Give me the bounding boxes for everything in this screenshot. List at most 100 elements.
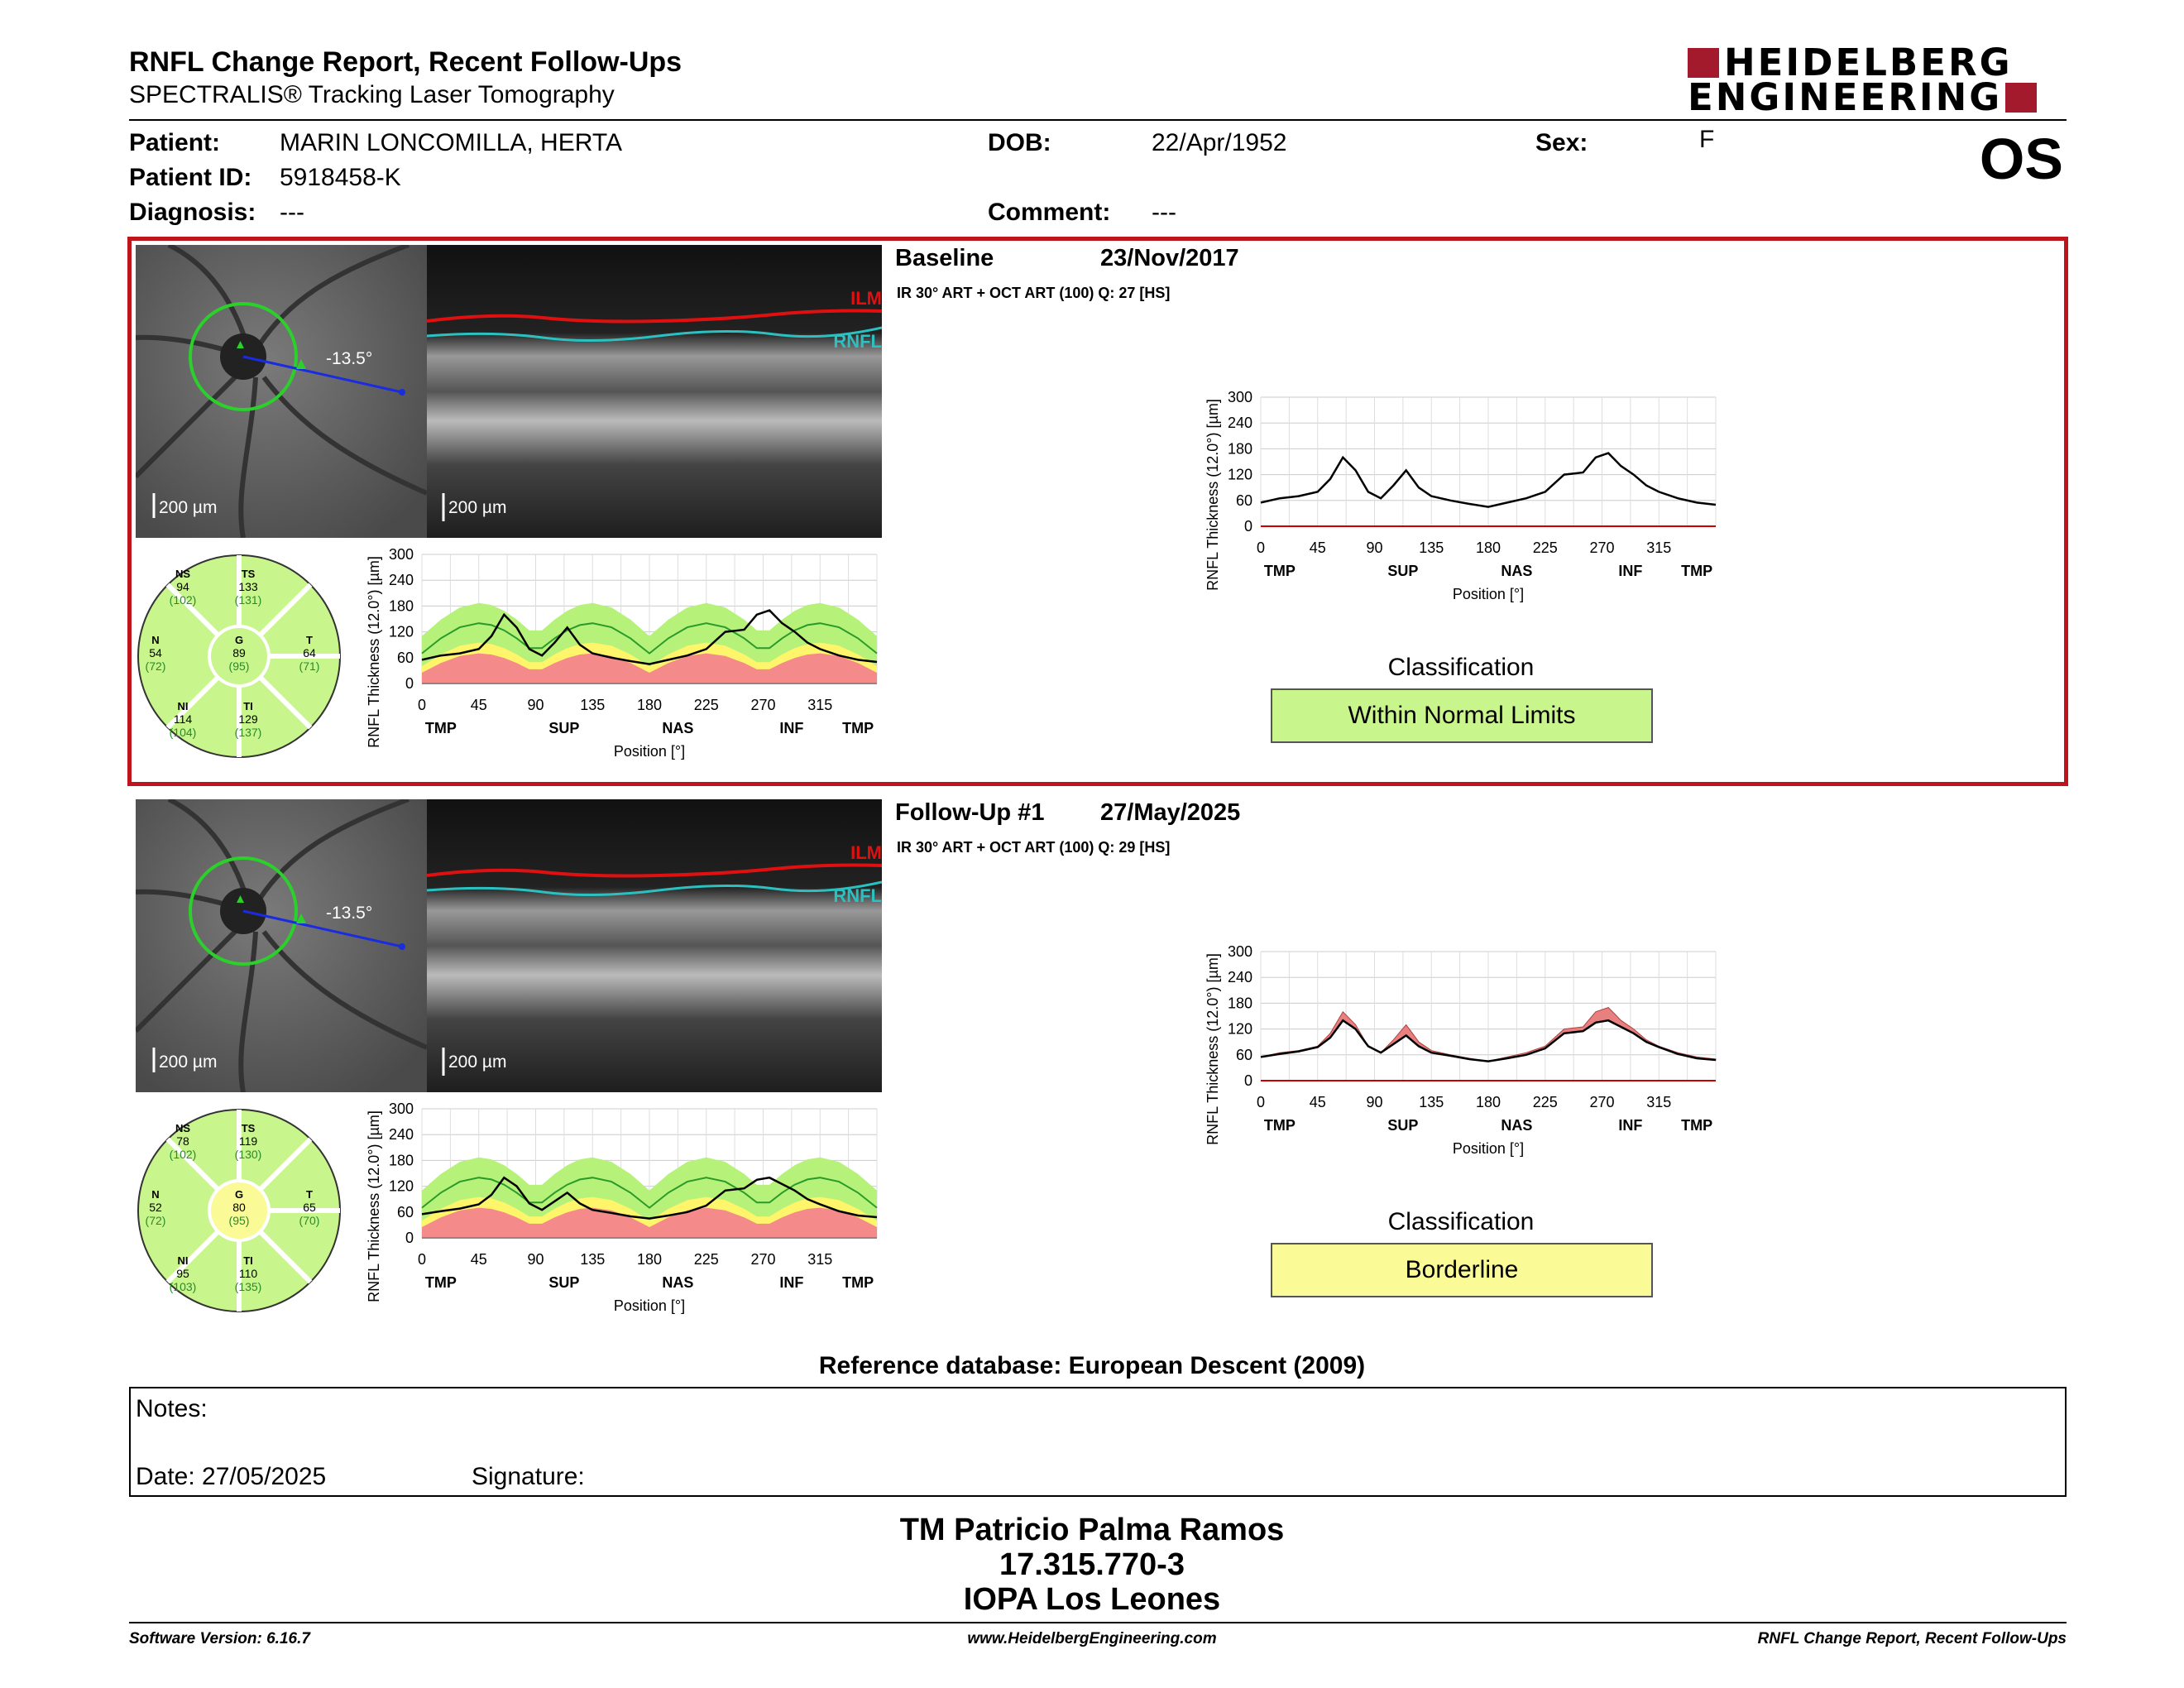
svg-text:180: 180 xyxy=(1476,539,1501,556)
svg-text:270: 270 xyxy=(750,697,775,713)
svg-text:T: T xyxy=(306,1188,313,1201)
svg-text:300: 300 xyxy=(389,1101,414,1117)
svg-text:180: 180 xyxy=(1228,440,1252,457)
patient-id-label: Patient ID: xyxy=(129,164,252,191)
svg-text:65: 65 xyxy=(303,1201,316,1214)
thickness-line xyxy=(1260,452,1717,508)
svg-text:G: G xyxy=(235,1188,243,1201)
comment-value: --- xyxy=(1152,199,1176,226)
svg-text:300: 300 xyxy=(1228,389,1252,405)
svg-text:Position [°]: Position [°] xyxy=(614,1297,685,1314)
svg-text:315: 315 xyxy=(1646,539,1671,556)
svg-text:TMP: TMP xyxy=(842,1274,874,1291)
svg-text:133: 133 xyxy=(238,580,258,593)
diagnosis-value: --- xyxy=(280,199,304,226)
svg-text:NI: NI xyxy=(178,1254,189,1267)
svg-text:270: 270 xyxy=(750,1251,775,1268)
svg-text:NAS: NAS xyxy=(662,720,693,736)
rnfl-label: RNFL xyxy=(833,331,882,352)
svg-text:78: 78 xyxy=(176,1134,189,1148)
sector-t: T64(71) xyxy=(299,634,320,673)
svg-text:(95): (95) xyxy=(229,659,250,673)
svg-text:TMP: TMP xyxy=(842,720,874,736)
svg-text:90: 90 xyxy=(1366,539,1382,556)
svg-text:0: 0 xyxy=(405,675,414,692)
svg-text:270: 270 xyxy=(1589,1094,1614,1110)
patient-label: Patient: xyxy=(129,129,221,156)
svg-text:45: 45 xyxy=(471,697,487,713)
svg-text:300: 300 xyxy=(1228,943,1252,960)
svg-text:(102): (102) xyxy=(170,593,197,607)
signatory-institution: IOPA Los Leones xyxy=(963,1582,1221,1617)
sex-value: F xyxy=(1699,126,1715,153)
svg-text:0: 0 xyxy=(1257,539,1265,556)
thickness-line xyxy=(1260,1019,1717,1062)
thickness-line xyxy=(421,609,878,665)
dob-label: DOB: xyxy=(988,129,1051,156)
comment-label: Comment: xyxy=(988,199,1111,226)
svg-text:180: 180 xyxy=(389,1152,414,1168)
svg-text:315: 315 xyxy=(807,1251,832,1268)
svg-text:54: 54 xyxy=(149,646,162,659)
svg-text:NAS: NAS xyxy=(1501,1117,1532,1134)
notes-box[interactable]: Notes: Date: 27/05/2025 Signature: xyxy=(129,1387,2067,1497)
svg-text:120: 120 xyxy=(1228,467,1252,483)
svg-text:N: N xyxy=(151,1188,159,1201)
ilm-label: ILM xyxy=(850,288,882,309)
svg-text:45: 45 xyxy=(471,1251,487,1268)
svg-text:225: 225 xyxy=(1533,1094,1558,1110)
svg-text:NAS: NAS xyxy=(662,1274,693,1291)
svg-text:225: 225 xyxy=(694,697,719,713)
svg-text:INF: INF xyxy=(779,720,803,736)
signature-field: Signature: xyxy=(472,1463,585,1490)
svg-text:119: 119 xyxy=(239,1134,258,1148)
svg-text:(70): (70) xyxy=(299,1214,320,1227)
svg-text:RNFL Thickness (12.0°) [µm]: RNFL Thickness (12.0°) [µm] xyxy=(366,556,382,748)
svg-text:T: T xyxy=(306,634,313,646)
svg-text:(72): (72) xyxy=(146,659,166,673)
fundus-image: 200 µm -13.5° xyxy=(136,245,427,538)
svg-text:300: 300 xyxy=(389,546,414,563)
svg-text:90: 90 xyxy=(1366,1094,1382,1110)
exam-label: Baseline xyxy=(895,245,994,271)
svg-text:225: 225 xyxy=(1533,539,1558,556)
sector-n: N52(72) xyxy=(146,1188,166,1227)
report-title: RNFL Change Report, Recent Follow-Ups xyxy=(129,46,682,78)
sector-n: N54(72) xyxy=(146,634,166,673)
svg-text:TMP: TMP xyxy=(1681,1117,1712,1134)
svg-text:G: G xyxy=(235,634,243,646)
svg-text:52: 52 xyxy=(149,1201,162,1214)
svg-text:60: 60 xyxy=(397,1204,414,1220)
svg-text:(95): (95) xyxy=(229,1214,250,1227)
svg-text:Position [°]: Position [°] xyxy=(614,743,685,760)
svg-text:TS: TS xyxy=(242,568,256,580)
thickness-line xyxy=(421,1176,878,1220)
fundus-image: 200 µm -13.5° xyxy=(136,799,427,1092)
oct-bscan-image: ILM RNFL 200 µm xyxy=(427,245,882,538)
oct-bscan-image: ILM RNFL 200 µm xyxy=(427,799,882,1092)
svg-text:315: 315 xyxy=(807,697,832,713)
svg-text:NS: NS xyxy=(175,1122,190,1134)
svg-text:N: N xyxy=(151,634,159,646)
svg-text:INF: INF xyxy=(779,1274,803,1291)
svg-text:240: 240 xyxy=(389,1126,414,1143)
sector-t: T65(70) xyxy=(299,1188,320,1227)
rnfl-thickness-profile-chart: 300 240 180 120 60 00 45 90 135 180 225 270 315 TMP SU… xyxy=(366,1101,878,1314)
svg-text:60: 60 xyxy=(397,650,414,666)
eye-label: OS xyxy=(1979,127,2063,191)
svg-text:INF: INF xyxy=(1618,1117,1642,1134)
svg-text:TS: TS xyxy=(242,1122,256,1134)
svg-text:(102): (102) xyxy=(170,1148,197,1161)
svg-text:180: 180 xyxy=(389,597,414,614)
website-link[interactable]: www.HeidelbergEngineering.com xyxy=(967,1630,1217,1647)
svg-text:60: 60 xyxy=(1236,492,1252,509)
svg-text:315: 315 xyxy=(1646,1094,1671,1110)
svg-text:90: 90 xyxy=(527,1251,544,1268)
svg-text:0: 0 xyxy=(418,1251,426,1268)
